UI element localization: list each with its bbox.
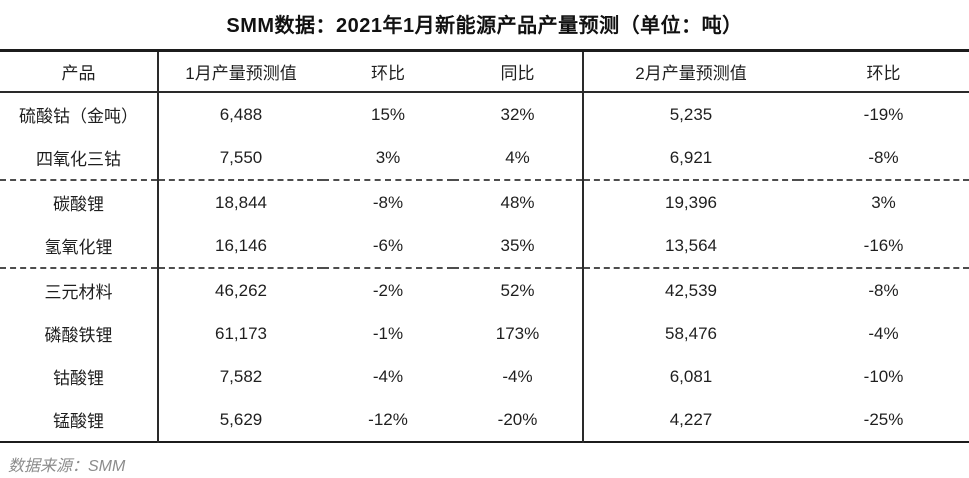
table-row: 钴酸锂 7,582 -4% -4% 6,081 -10%: [0, 355, 969, 398]
production-forecast-table: 产品 1月产量预测值 环比 同比 2月产量预测值 环比 硫酸钴（金吨） 6,48…: [0, 49, 969, 443]
cell-jan-forecast: 61,173: [215, 323, 267, 343]
table-row: 四氧化三钴 7,550 3% 4% 6,921 -8%: [0, 136, 969, 181]
cell-feb-mom: -19%: [863, 104, 904, 124]
cell-feb-mom: -4%: [868, 323, 899, 343]
cell-feb-forecast: 5,235: [669, 104, 713, 124]
cell-jan-yoy: -4%: [453, 355, 584, 398]
cell-product: 磷酸铁锂: [0, 312, 159, 355]
cell-jan-mom: -8%: [372, 192, 404, 212]
cell-product: 锰酸锂: [0, 398, 159, 442]
cell-jan-mom: 15%: [370, 104, 406, 124]
col-header-jan-mom: 环比: [323, 50, 453, 93]
cell-jan-mom: -4%: [372, 366, 404, 386]
cell-jan-forecast: 6,488: [219, 104, 263, 124]
cell-feb-mom: -8%: [868, 280, 899, 300]
table-row: 磷酸铁锂 61,173 -1% 173% 58,476 -4%: [0, 312, 969, 355]
cell-product: 氢氧化锂: [0, 224, 159, 269]
cell-feb-forecast: 42,539: [665, 280, 717, 300]
cell-jan-mom: 3%: [323, 136, 453, 181]
cell-jan-yoy: 35%: [453, 224, 584, 269]
col-header-product: 产品: [0, 50, 159, 93]
cell-feb-forecast: 6,081: [669, 366, 713, 386]
cell-product: 碳酸锂: [0, 180, 159, 224]
cell-jan-mom: -6%: [323, 224, 453, 269]
table-row: 氢氧化锂 16,146 -6% 35% 13,564 -16%: [0, 224, 969, 269]
cell-jan-mom: -1%: [372, 323, 404, 343]
cell-feb-forecast: 19,396: [665, 192, 717, 212]
cell-feb-mom: 3%: [871, 192, 896, 212]
table-row: 碳酸锂 18,844 -8% 48% 19,396 3%: [0, 180, 969, 224]
table-row: 锰酸锂 5,629 -12% -20% 4,227 -25%: [0, 398, 969, 442]
col-header-feb-forecast: 2月产量预测值: [583, 50, 798, 93]
cell-product: 四氧化三钴: [0, 136, 159, 181]
cell-feb-mom: -25%: [863, 409, 904, 429]
cell-jan-yoy: 52%: [453, 268, 584, 312]
cell-jan-yoy: 4%: [453, 136, 584, 181]
cell-feb-forecast: 58,476: [665, 323, 717, 343]
cell-jan-forecast: 46,262: [215, 280, 267, 300]
cell-feb-mom: -16%: [798, 224, 969, 269]
data-source-note: 数据来源：SMM: [8, 458, 126, 475]
table-row: 硫酸钴（金吨） 6,488 15% 32% 5,235 -19%: [0, 92, 969, 136]
cell-product: 三元材料: [0, 268, 159, 312]
cell-jan-forecast: 5,629: [219, 409, 263, 429]
table-title: SMM数据：2021年1月新能源产品产量预测（单位：吨）: [226, 15, 743, 37]
cell-jan-forecast: 18,844: [215, 192, 267, 212]
cell-product: 钴酸锂: [0, 355, 159, 398]
cell-feb-mom: -8%: [798, 136, 969, 181]
cell-jan-yoy: 48%: [453, 180, 584, 224]
col-header-jan-yoy: 同比: [453, 50, 584, 93]
col-header-feb-mom: 环比: [798, 50, 969, 93]
cell-jan-mom: -12%: [368, 409, 408, 429]
cell-jan-yoy: 173%: [453, 312, 584, 355]
cell-jan-forecast: 16,146: [158, 224, 323, 269]
header-row: 产品 1月产量预测值 环比 同比 2月产量预测值 环比: [0, 50, 969, 93]
cell-product: 硫酸钴（金吨）: [0, 92, 159, 136]
cell-jan-mom: -2%: [372, 280, 404, 300]
cell-jan-yoy: 32%: [453, 92, 584, 136]
cell-feb-forecast: 13,564: [583, 224, 798, 269]
cell-jan-forecast: 7,582: [219, 366, 263, 386]
cell-feb-forecast: 6,921: [583, 136, 798, 181]
col-header-jan-forecast: 1月产量预测值: [158, 50, 323, 93]
cell-feb-forecast: 4,227: [669, 409, 713, 429]
table-row: 三元材料 46,262 -2% 52% 42,539 -8%: [0, 268, 969, 312]
cell-jan-forecast: 7,550: [158, 136, 323, 181]
cell-jan-yoy: -20%: [453, 398, 584, 442]
cell-feb-mom: -10%: [863, 366, 904, 386]
